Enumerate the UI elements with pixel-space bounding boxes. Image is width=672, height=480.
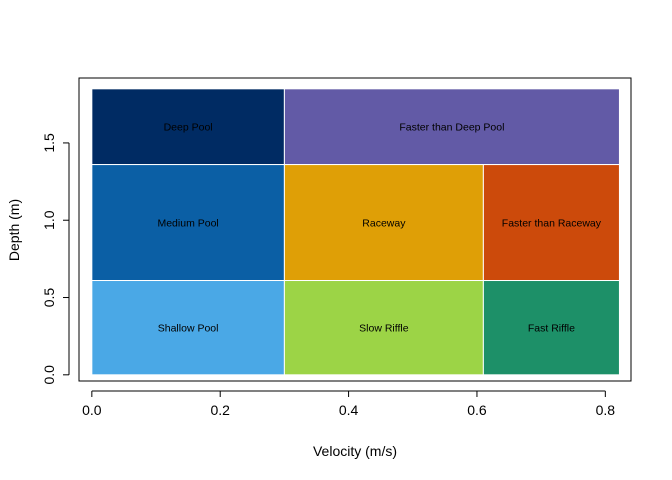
region-label-faster-than-raceway: Faster than Raceway [502, 218, 602, 230]
region-faster-than-deep-pool [283, 88, 620, 166]
x-axis-label: Velocity (m/s) [313, 443, 397, 459]
region-slow-riffle [283, 280, 484, 376]
x-tick-label: 0.6 [467, 402, 487, 418]
x-tick-label: 0.0 [82, 402, 102, 418]
region-label-faster-than-deep-pool: Faster than Deep Pool [399, 122, 504, 134]
region-label-medium-pool: Medium Pool [157, 218, 218, 230]
region-labels-layer: Deep Pool Faster than Deep Pool Medium Poo… [157, 122, 601, 335]
x-tick-label: 0.2 [210, 402, 230, 418]
region-shallow-pool [91, 280, 285, 376]
region-label-deep-pool: Deep Pool [164, 122, 213, 134]
region-raceway [283, 164, 484, 282]
x-tick-label: 0.8 [596, 402, 616, 418]
region-medium-pool [91, 164, 285, 282]
region-fast-riffle [482, 280, 620, 376]
x-tick-label: 0.4 [339, 402, 359, 418]
plot-frame [78, 77, 632, 382]
x-axis: 0.0 0.2 0.4 0.6 0.8 [82, 390, 616, 418]
region-label-fast-riffle: Fast Riffle [528, 323, 575, 335]
region-label-raceway: Raceway [362, 218, 406, 230]
regions-layer [91, 88, 620, 376]
y-tick-label: 1.5 [41, 133, 57, 153]
y-tick-label: 0.0 [41, 365, 57, 385]
y-axis: 0.0 0.5 1.0 1.5 [41, 133, 70, 385]
y-tick-label: 1.0 [41, 210, 57, 230]
region-label-slow-riffle: Slow Riffle [359, 323, 409, 335]
region-faster-than-raceway [482, 164, 620, 282]
y-tick-label: 0.5 [41, 288, 57, 308]
region-label-shallow-pool: Shallow Pool [158, 323, 219, 335]
y-axis-label: Depth (m) [6, 199, 22, 261]
region-deep-pool [91, 88, 285, 166]
